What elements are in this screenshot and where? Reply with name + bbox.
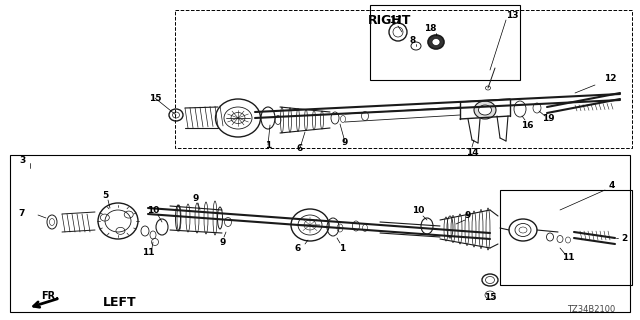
Text: 15: 15: [484, 293, 496, 302]
Text: 10: 10: [147, 205, 159, 214]
Text: 9: 9: [220, 237, 226, 246]
Text: 2: 2: [621, 234, 627, 243]
Text: 17: 17: [388, 15, 401, 25]
Text: TZ34B2100: TZ34B2100: [567, 306, 615, 315]
Ellipse shape: [428, 35, 444, 49]
Text: RIGHT: RIGHT: [368, 13, 412, 27]
Text: FR.: FR.: [41, 291, 59, 301]
Text: 13: 13: [506, 11, 518, 20]
Text: 3: 3: [19, 156, 25, 164]
Text: 18: 18: [424, 23, 436, 33]
Text: 9: 9: [465, 211, 471, 220]
Text: LEFT: LEFT: [103, 295, 137, 308]
Text: 19: 19: [541, 114, 554, 123]
Text: 9: 9: [342, 138, 348, 147]
Ellipse shape: [479, 105, 492, 115]
Text: 7: 7: [19, 209, 25, 218]
Ellipse shape: [474, 101, 496, 119]
Text: 11: 11: [562, 253, 574, 262]
Ellipse shape: [432, 38, 440, 45]
Text: 1: 1: [339, 244, 345, 252]
Text: 9: 9: [193, 194, 199, 203]
Text: 12: 12: [604, 74, 616, 83]
Text: 4: 4: [609, 180, 615, 189]
Text: 16: 16: [521, 121, 533, 130]
Text: 11: 11: [141, 247, 154, 257]
Text: 5: 5: [102, 190, 108, 199]
Text: 6: 6: [297, 143, 303, 153]
Text: 8: 8: [410, 36, 416, 44]
Text: 1: 1: [265, 140, 271, 149]
Text: 14: 14: [466, 148, 478, 156]
Text: 10: 10: [412, 205, 424, 214]
Text: 6: 6: [295, 244, 301, 252]
Text: 15: 15: [148, 93, 161, 102]
